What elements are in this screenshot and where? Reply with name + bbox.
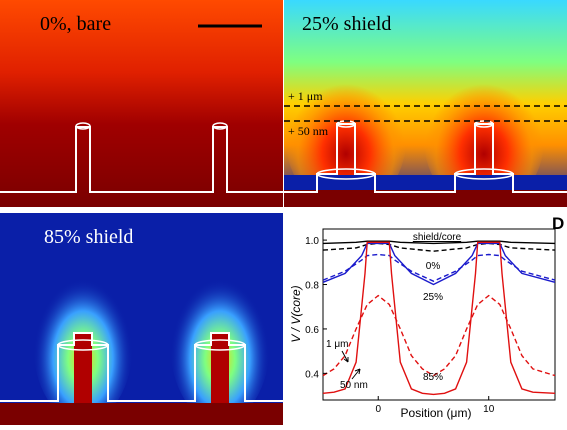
label-25pct: 25% (423, 292, 443, 303)
electrode-outline (0, 126, 283, 193)
series-line-5 (322, 294, 556, 377)
panel-c-label: 85% shield (44, 226, 133, 248)
panel-c-simulation: 85% shield (0, 213, 283, 425)
series-line-4 (322, 241, 556, 396)
panel-d-chart: 0.4 0.6 0.8 1.0 0 10 Position (μm) V / V(cor… (284, 213, 567, 425)
y-axis-label: V / V(core) (289, 285, 303, 342)
panel-a-label: 0%, bare (40, 13, 111, 35)
annotation-1um: + 1 μm (288, 89, 323, 103)
series-line-0 (322, 240, 556, 245)
series-line-3 (322, 253, 556, 282)
voltage-profile-chart: 0.4 0.6 0.8 1.0 0 10 Position (μm) V / V(cor… (289, 228, 556, 420)
y-tick-label-1: 0.6 (305, 325, 319, 336)
x-tick-label-1: 10 (483, 404, 495, 415)
panel-b-simulation: + 1 μm + 50 nm 25% shield (284, 0, 567, 207)
panel-b-label: 25% shield (302, 13, 391, 35)
label-85pct: 85% (423, 372, 443, 383)
arrow-50nm (351, 368, 361, 380)
field-map-bare (0, 0, 283, 207)
annotation-50nm-chart: 50 nm (340, 380, 368, 391)
y-tick-label-2: 0.8 (305, 281, 319, 292)
arrow-1um (341, 350, 349, 363)
panel-letter-d: D (552, 214, 565, 233)
x-axis-label: Position (μm) (401, 406, 472, 420)
shielded-electrode-outline (284, 123, 567, 193)
annotation-1um-chart: 1 μm (326, 339, 348, 350)
annotation-50nm: + 50 nm (288, 124, 329, 138)
x-tick-label-0: 0 (375, 404, 381, 415)
shielded-electrode-outline-85 (0, 332, 283, 402)
legend-title: shield/core (413, 232, 462, 243)
plot-frame (322, 228, 556, 401)
label-0pct: 0% (426, 261, 441, 272)
panel-a-simulation: 0%, bare (0, 0, 283, 207)
y-tick-label-3: 1.0 (305, 236, 319, 247)
y-tick-label-0: 0.4 (305, 369, 319, 380)
series-line-2 (322, 242, 556, 286)
